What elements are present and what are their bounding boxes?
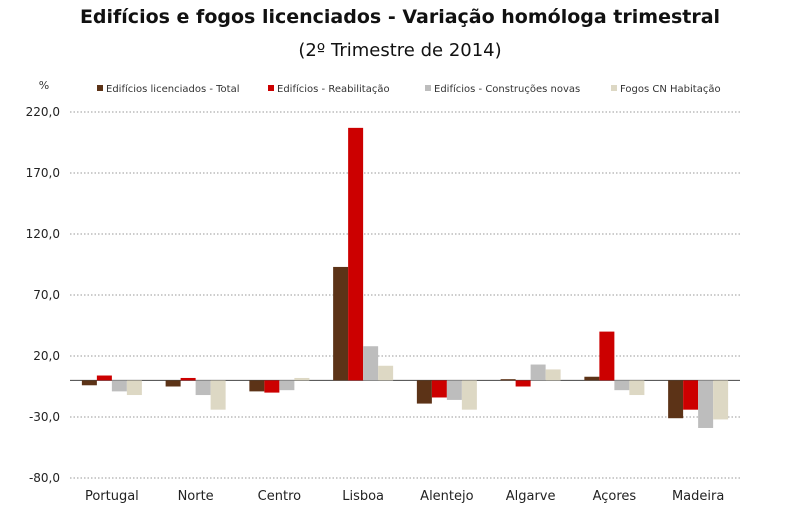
x-tick-label: Açores — [593, 489, 637, 504]
bar-3 — [195, 380, 211, 396]
y-tick-label: 20,0 — [33, 349, 60, 363]
bar-1 — [668, 380, 684, 419]
y-axis-ticks: 220,0 170,0 120,0 70,0 20,0 -30,0 -80,0 — [26, 105, 60, 485]
legend-label: Edifícios - Construções novas — [434, 83, 580, 95]
bar-3 — [446, 380, 462, 400]
y-tick-label: -80,0 — [29, 471, 60, 485]
bar-4 — [461, 380, 477, 410]
x-tick-label: Madeira — [672, 489, 724, 504]
bar-2 — [683, 380, 699, 410]
y-tick-label: 220,0 — [26, 105, 60, 119]
bar-2 — [431, 380, 447, 398]
legend-label: Edifícios - Reabilitação — [277, 83, 390, 95]
x-tick-label: Centro — [258, 489, 301, 504]
bar-2 — [180, 377, 196, 381]
bar-2 — [264, 380, 280, 393]
bar-4 — [545, 369, 561, 381]
y-tick-label: -30,0 — [29, 410, 60, 424]
x-tick-label: Algarve — [506, 489, 556, 504]
bar-1 — [584, 376, 600, 381]
bar-2 — [96, 375, 112, 381]
bar-3 — [530, 364, 546, 381]
y-tick-label: 120,0 — [26, 227, 60, 241]
bar-3 — [111, 380, 127, 392]
bar-1 — [333, 266, 349, 381]
gridlines — [70, 111, 740, 479]
bar-4 — [629, 380, 645, 396]
y-tick-label: 70,0 — [33, 288, 60, 302]
chart-subtitle: (2º Trimestre de 2014) — [298, 40, 502, 61]
legend-swatch — [611, 85, 617, 91]
legend-swatch — [97, 85, 103, 91]
bar-2 — [348, 127, 364, 381]
bar-3 — [363, 346, 379, 381]
bar-4 — [294, 377, 310, 381]
bar-1 — [249, 380, 265, 392]
bar-1 — [165, 380, 181, 387]
x-tick-label: Norte — [178, 489, 214, 504]
bar-4 — [378, 365, 394, 381]
bar-2 — [515, 380, 531, 387]
x-tick-label: Alentejo — [420, 489, 473, 504]
y-tick-label: 170,0 — [26, 166, 60, 180]
bar-3 — [614, 380, 630, 391]
x-axis-labels: Portugal Norte Centro Lisboa Alentejo Algarve… — [85, 489, 724, 504]
legend-swatch — [425, 85, 431, 91]
x-tick-label: Portugal — [85, 489, 139, 504]
x-tick-label: Lisboa — [342, 489, 384, 504]
legend-label: Edifícios licenciados - Total — [106, 83, 239, 95]
bar-1 — [81, 380, 97, 386]
bar-1 — [500, 379, 516, 381]
y-axis-unit-label: % — [39, 79, 49, 92]
legend: Edifícios licenciados - Total Edifícios -… — [97, 83, 721, 95]
bar-4 — [210, 380, 226, 410]
bar-3 — [279, 380, 295, 391]
bar-1 — [416, 380, 432, 404]
bars — [81, 127, 729, 428]
bar-2 — [599, 331, 615, 381]
bar-4 — [713, 380, 729, 420]
bar-4 — [126, 380, 142, 396]
legend-swatch — [268, 85, 274, 91]
legend-label: Fogos CN Habitação — [620, 84, 721, 95]
chart-title: Edifícios e fogos licenciados - Variação… — [79, 6, 721, 28]
bar-3 — [698, 380, 714, 428]
